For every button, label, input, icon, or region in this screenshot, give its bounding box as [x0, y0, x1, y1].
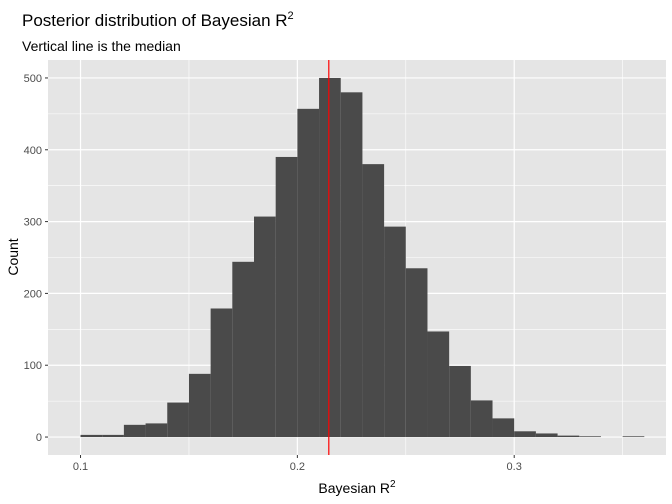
y-axis-title: Count	[5, 238, 21, 275]
histogram-bar	[362, 164, 385, 438]
histogram-bar	[557, 435, 580, 438]
histogram-bar	[254, 216, 276, 438]
histogram-bar	[514, 431, 536, 438]
histogram-bar	[188, 373, 211, 438]
y-tick-label: 0	[36, 432, 42, 444]
histogram-bar	[102, 434, 124, 438]
histogram-bar	[210, 308, 233, 438]
y-tick-label: 300	[24, 217, 42, 229]
histogram-bar	[123, 424, 146, 438]
histogram-bar	[340, 92, 363, 438]
histogram-bar	[579, 436, 601, 438]
y-tick-label: 200	[24, 288, 42, 300]
histogram-bar	[405, 268, 428, 438]
x-axis: 0.1 0.2 0.3	[73, 455, 522, 473]
histogram-bar	[275, 156, 298, 438]
y-axis: 0 100 200 300 400 500	[24, 73, 48, 444]
histogram-bar	[492, 418, 515, 438]
x-tick-label: 0.1	[73, 461, 88, 473]
histogram-bar	[427, 331, 450, 438]
chart-title: Posterior distribution of Bayesian R2	[22, 10, 294, 30]
histogram-bar	[319, 77, 341, 438]
chart-subtitle: Vertical line is the median	[22, 38, 181, 54]
histogram-bar	[535, 433, 558, 438]
histogram-bar	[167, 402, 189, 438]
x-tick-label: 0.3	[507, 461, 522, 473]
histogram-bar	[232, 261, 254, 438]
histogram-bar	[297, 108, 320, 438]
histogram-bar	[145, 423, 168, 438]
histogram-bar	[80, 434, 103, 438]
y-tick-label: 100	[24, 360, 42, 372]
histogram-bar	[470, 400, 493, 438]
y-tick-label: 400	[24, 145, 42, 157]
histogram-bars	[80, 77, 645, 438]
y-tick-label: 500	[24, 73, 42, 85]
x-axis-title: Bayesian R2	[318, 479, 396, 496]
x-tick-label: 0.2	[290, 461, 305, 473]
histogram-bar	[384, 226, 406, 438]
histogram-bar	[622, 436, 645, 438]
histogram-bar	[449, 365, 471, 438]
